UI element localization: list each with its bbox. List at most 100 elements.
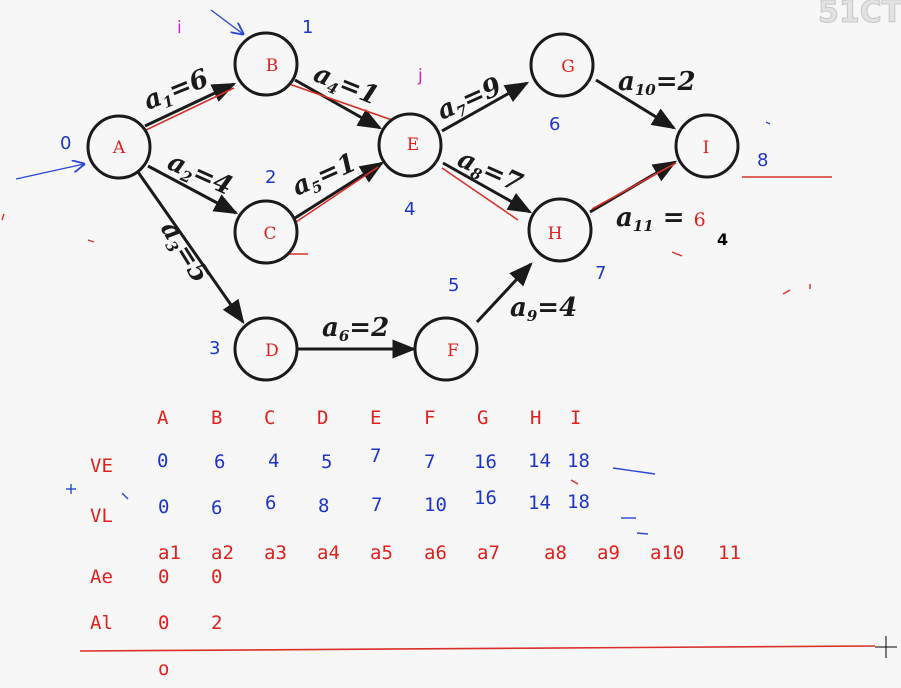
activity-header: a5 bbox=[370, 542, 393, 564]
activity-header: a7 bbox=[477, 542, 500, 564]
index-I: 8 bbox=[757, 150, 768, 171]
al-value: 2 bbox=[211, 612, 223, 634]
ve-value: 7 bbox=[370, 445, 382, 467]
watermark-text: 51CTO bbox=[818, 0, 901, 30]
nodes: A B C D E F G H bbox=[86, 31, 740, 382]
ve-value: 14 bbox=[528, 450, 551, 472]
edge-a2 bbox=[147, 164, 239, 215]
edge-label-a8: a8=7 bbox=[452, 144, 526, 201]
node-label-A: A bbox=[112, 138, 126, 158]
vertex-header: D bbox=[317, 407, 329, 429]
vl-value: 0 bbox=[158, 496, 170, 518]
node-F[interactable]: F bbox=[413, 316, 479, 382]
node-C[interactable]: C bbox=[233, 199, 299, 265]
vertex-header: E bbox=[370, 407, 382, 429]
ve-value: 18 bbox=[567, 450, 590, 472]
node-label-E: E bbox=[407, 135, 419, 155]
edge-label-a4: a4=1 bbox=[309, 59, 383, 114]
activity-header: a6 bbox=[424, 542, 447, 564]
ae-value: 0 bbox=[211, 566, 223, 588]
ae-label: Ae bbox=[90, 566, 113, 588]
vl-label: VL bbox=[90, 505, 113, 527]
node-label-I: I bbox=[703, 138, 710, 158]
ve-value: 6 bbox=[214, 451, 226, 473]
node-E[interactable]: E bbox=[377, 112, 443, 178]
ae-value: 0 bbox=[158, 566, 170, 588]
index-E: 4 bbox=[404, 199, 415, 220]
edge-labels: a1=6 a2=4 a3=5 a4=1 a5=1 a6=2 a7=9 a8=7 … bbox=[139, 59, 705, 345]
activity-header: a2 bbox=[211, 542, 234, 564]
edge-a8 bbox=[442, 161, 533, 214]
vl-value: 7 bbox=[371, 494, 383, 516]
vertex-header: I bbox=[570, 407, 582, 429]
node-A[interactable]: A bbox=[86, 114, 152, 180]
activity-header: a8 bbox=[544, 542, 567, 564]
edge-a9 bbox=[475, 262, 533, 324]
scribble-marks bbox=[1, 121, 811, 535]
node-label-H: H bbox=[548, 224, 563, 244]
node-label-D: D bbox=[265, 341, 279, 361]
ve-value: 7 bbox=[424, 451, 436, 473]
edge-label-a10: a10=2 bbox=[618, 67, 696, 99]
vertex-indices: 0 1 2 3 4 5 6 7 8 bbox=[60, 17, 768, 359]
ve-value: 4 bbox=[268, 450, 280, 472]
node-label-G: G bbox=[561, 57, 575, 77]
activity-header: a3 bbox=[264, 542, 287, 564]
node-label-F: F bbox=[447, 341, 459, 361]
node-G[interactable]: G bbox=[529, 32, 595, 98]
ve-value: 5 bbox=[321, 451, 333, 473]
ve-value: 16 bbox=[474, 451, 497, 473]
index-D: 3 bbox=[209, 338, 220, 359]
node-I[interactable]: I bbox=[674, 113, 740, 179]
ve-label: VE bbox=[90, 455, 113, 477]
al-label: Al bbox=[90, 612, 113, 634]
ve-value: 0 bbox=[157, 450, 169, 472]
vertex-header: F bbox=[424, 407, 436, 429]
activity-header: a9 bbox=[597, 542, 620, 564]
activity-header: 11 bbox=[718, 542, 741, 564]
index-C: 2 bbox=[265, 167, 276, 188]
start-arrow-icon bbox=[15, 164, 84, 180]
edge-a7 bbox=[441, 81, 530, 133]
index-G: 6 bbox=[549, 114, 560, 135]
activity-header: a1 bbox=[158, 542, 181, 564]
edge-label-a7: a7=9 bbox=[433, 72, 507, 129]
annotation-j: j bbox=[417, 66, 423, 86]
node-B[interactable]: B bbox=[233, 31, 299, 97]
edge-a4 bbox=[294, 78, 383, 130]
vl-value: 18 bbox=[567, 491, 590, 513]
activity-header: a4 bbox=[317, 542, 340, 564]
vl-value: 14 bbox=[528, 492, 551, 514]
vertex-header: H bbox=[530, 407, 542, 429]
node-H[interactable]: H bbox=[527, 197, 593, 263]
vl-value: 8 bbox=[318, 495, 330, 517]
vertex-header: C bbox=[264, 407, 276, 429]
node-D[interactable]: D bbox=[233, 316, 299, 382]
index-B: 1 bbox=[302, 17, 313, 38]
vertex-header: G bbox=[477, 407, 489, 429]
vl-value: 16 bbox=[474, 487, 497, 509]
edge-label-a9: a9=4 bbox=[510, 293, 577, 325]
annotation-four: 4 bbox=[717, 230, 728, 249]
edge-a3 bbox=[136, 171, 245, 324]
node-label-B: B bbox=[266, 56, 279, 76]
edge-label-a11: a11 = 6 bbox=[616, 203, 706, 235]
index-A: 0 bbox=[60, 133, 71, 154]
edge-label-a6: a6=2 bbox=[322, 313, 389, 345]
edge-a10 bbox=[595, 78, 677, 130]
node-label-C: C bbox=[263, 224, 276, 244]
vl-value: 10 bbox=[424, 494, 447, 516]
edges bbox=[136, 78, 678, 359]
activity-header: a10 bbox=[650, 542, 685, 564]
vertex-header: B bbox=[211, 407, 223, 429]
vl-value: 6 bbox=[265, 492, 277, 514]
edge-label-a3: a3=5 bbox=[152, 216, 215, 290]
bottom-mark: o bbox=[158, 658, 170, 680]
al-value: 0 bbox=[158, 612, 170, 634]
index-F: 5 bbox=[448, 275, 459, 296]
edge-label-a5: a5=1 bbox=[288, 148, 362, 205]
edge-a1 bbox=[144, 82, 237, 128]
index-H: 7 bbox=[595, 263, 606, 284]
vl-value: 6 bbox=[211, 497, 223, 519]
